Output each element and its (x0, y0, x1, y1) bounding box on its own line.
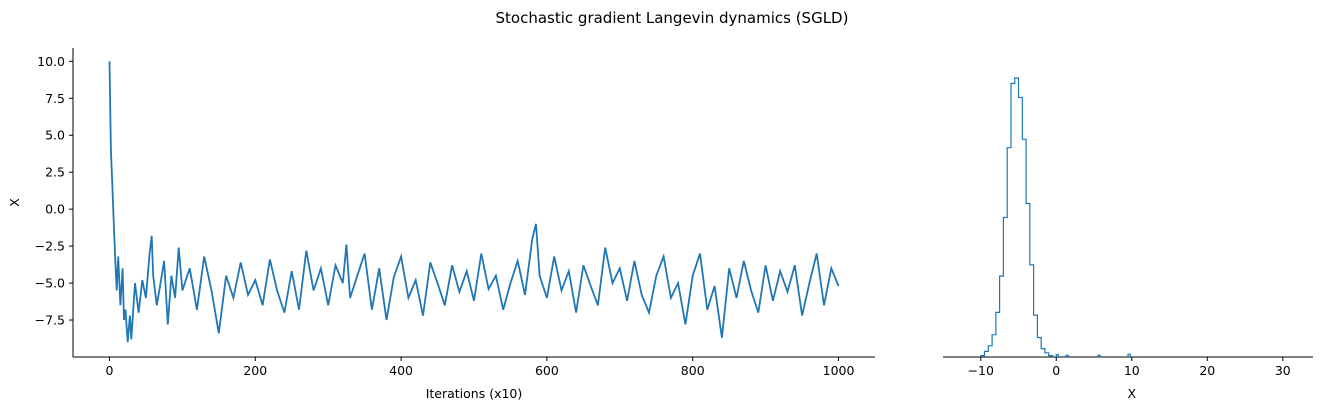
trace-x-axis-label: Iterations (x10) (426, 386, 523, 401)
trace-x-tick-label: 400 (389, 363, 413, 378)
histogram-step-outline (980, 77, 1054, 357)
trace-y-tick-label: 10.0 (37, 54, 65, 69)
trace-axes (72, 48, 875, 358)
histogram-x-axis-label: X (1127, 386, 1136, 401)
histogram-x-tick-label: 30 (1275, 363, 1291, 378)
trace-y-tick-label: −7.5 (35, 313, 65, 328)
trace-x-tick-label: 600 (535, 363, 559, 378)
trace-x-tick-label: 1000 (823, 363, 855, 378)
histogram-x-tick-label: 20 (1199, 363, 1215, 378)
trace-y-tick-label: 0.0 (45, 202, 65, 217)
figure-title: Stochastic gradient Langevin dynamics (S… (496, 9, 849, 27)
trace-x-tick-label: 200 (243, 363, 267, 378)
trace-y-tick-label: 5.0 (45, 128, 65, 143)
histogram-bin (1097, 354, 1101, 357)
histogram-x-tick-label: 0 (1052, 363, 1060, 378)
trace-y-tick-label: −2.5 (35, 239, 65, 254)
histogram-bin (1055, 354, 1060, 357)
trace-x-tick-label: 800 (681, 363, 705, 378)
histogram-x-tick-label: 10 (1124, 363, 1140, 378)
trace-ticks: 0 200 400 600 800 1000 −7.5 −5.0 −2.5 0.0 2.5 5.0 7.… (35, 54, 855, 378)
trace-x-tick-label: 0 (105, 363, 113, 378)
histogram-bin (1127, 353, 1131, 357)
histogram-bin (1065, 354, 1069, 357)
trace-y-tick-label: −5.0 (35, 276, 65, 291)
histogram-ticks: −10 0 10 20 30 (968, 357, 1291, 378)
trace-plot: 0 200 400 600 800 1000 −7.5 −5.0 −2.5 0.0 2.5 5.0 7.… (7, 48, 875, 401)
histogram-x-tick-label: −10 (968, 363, 994, 378)
trace-y-tick-label: 2.5 (45, 165, 65, 180)
histogram-sparse-bins (1055, 353, 1131, 357)
trace-y-tick-label: 7.5 (45, 91, 65, 106)
trace-series-line (108, 61, 840, 343)
trace-y-axis-label: X (7, 198, 22, 207)
histogram-plot: −10 0 10 20 30 X (943, 77, 1313, 401)
